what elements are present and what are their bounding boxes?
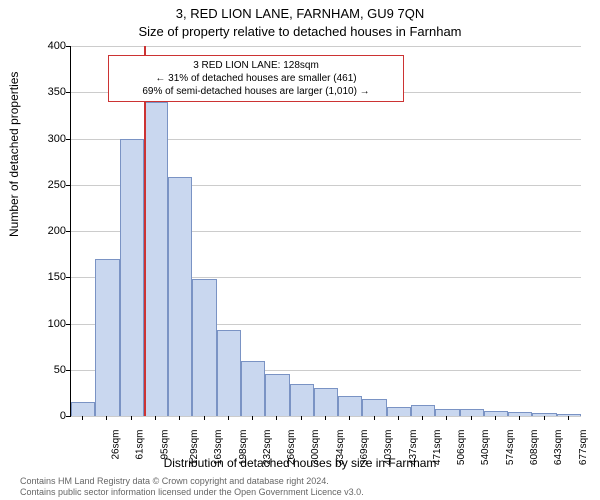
x-tick-label: 540sqm <box>481 430 492 466</box>
x-tick-mark <box>349 416 350 420</box>
x-tick-label: 232sqm <box>262 430 273 466</box>
chart-title-main: 3, RED LION LANE, FARNHAM, GU9 7QN <box>0 6 600 21</box>
y-tick-mark <box>66 324 70 325</box>
y-tick-mark <box>66 92 70 93</box>
histogram-bar <box>508 412 532 416</box>
x-tick-label: 266sqm <box>286 430 297 466</box>
y-axis-label: Number of detached properties <box>7 72 21 237</box>
y-tick-mark <box>66 46 70 47</box>
x-tick-label: 643sqm <box>553 430 564 466</box>
y-tick-mark <box>66 370 70 371</box>
footer: Contains HM Land Registry data © Crown c… <box>20 476 364 498</box>
y-tick-label: 100 <box>26 318 66 330</box>
histogram-bar <box>290 384 314 416</box>
x-tick-mark <box>422 416 423 420</box>
annotation-line-2: ← 31% of detached houses are smaller (46… <box>115 72 397 85</box>
x-tick-mark <box>568 416 569 420</box>
x-tick-label: 300sqm <box>311 430 322 466</box>
gridline <box>71 416 581 417</box>
annotation-line-3: 69% of semi-detached houses are larger (… <box>115 85 397 98</box>
histogram-bar <box>168 177 192 416</box>
x-tick-label: 437sqm <box>408 430 419 466</box>
y-tick-label: 200 <box>26 225 66 237</box>
x-tick-mark <box>495 416 496 420</box>
gridline <box>71 46 581 47</box>
annotation-box: 3 RED LION LANE: 128sqm ← 31% of detache… <box>108 55 404 102</box>
histogram-bar <box>265 374 289 416</box>
y-tick-label: 350 <box>26 86 66 98</box>
x-tick-mark <box>325 416 326 420</box>
histogram-bar <box>144 102 168 417</box>
histogram-bar <box>95 259 119 416</box>
x-tick-label: 677sqm <box>578 430 589 466</box>
x-tick-label: 129sqm <box>189 430 200 466</box>
x-tick-mark <box>471 416 472 420</box>
footer-line-2: Contains public sector information licen… <box>20 487 364 498</box>
x-tick-label: 61sqm <box>135 430 146 460</box>
x-tick-mark <box>252 416 253 420</box>
x-tick-mark <box>131 416 132 420</box>
x-tick-label: 506sqm <box>456 430 467 466</box>
histogram-bar <box>411 405 435 416</box>
x-tick-label: 26sqm <box>111 430 122 460</box>
x-tick-label: 198sqm <box>238 430 249 466</box>
x-tick-mark <box>82 416 83 420</box>
x-tick-label: 403sqm <box>383 430 394 466</box>
histogram-bar <box>387 407 411 416</box>
histogram-bar <box>435 409 459 416</box>
x-tick-mark <box>276 416 277 420</box>
x-tick-mark <box>374 416 375 420</box>
histogram-bar <box>362 399 386 416</box>
chart-container: 3, RED LION LANE, FARNHAM, GU9 7QN Size … <box>0 0 600 500</box>
x-tick-mark <box>155 416 156 420</box>
histogram-bar <box>557 414 581 416</box>
y-tick-mark <box>66 139 70 140</box>
y-tick-mark <box>66 277 70 278</box>
x-tick-label: 471sqm <box>432 430 443 466</box>
x-tick-label: 334sqm <box>335 430 346 466</box>
y-tick-mark <box>66 416 70 417</box>
histogram-bar <box>314 388 338 416</box>
x-tick-label: 95sqm <box>159 430 170 460</box>
x-tick-label: 163sqm <box>213 430 224 466</box>
y-tick-mark <box>66 185 70 186</box>
x-tick-label: 574sqm <box>505 430 516 466</box>
histogram-bar <box>460 409 484 416</box>
annotation-line-1: 3 RED LION LANE: 128sqm <box>115 59 397 72</box>
x-tick-label: 369sqm <box>359 430 370 466</box>
x-tick-label: 608sqm <box>529 430 540 466</box>
x-tick-mark <box>398 416 399 420</box>
x-tick-mark <box>301 416 302 420</box>
histogram-bar <box>192 279 216 416</box>
y-tick-label: 250 <box>26 179 66 191</box>
histogram-bar <box>217 330 241 416</box>
chart-title-sub: Size of property relative to detached ho… <box>0 24 600 39</box>
x-tick-mark <box>446 416 447 420</box>
x-tick-mark <box>204 416 205 420</box>
x-tick-mark <box>106 416 107 420</box>
y-tick-mark <box>66 231 70 232</box>
y-tick-label: 150 <box>26 271 66 283</box>
histogram-bar <box>120 139 144 417</box>
footer-line-1: Contains HM Land Registry data © Crown c… <box>20 476 364 487</box>
x-tick-mark <box>228 416 229 420</box>
x-tick-mark <box>544 416 545 420</box>
y-tick-label: 50 <box>26 364 66 376</box>
y-tick-label: 300 <box>26 133 66 145</box>
y-tick-label: 400 <box>26 40 66 52</box>
histogram-bar <box>338 396 362 416</box>
histogram-bar <box>532 413 556 416</box>
histogram-bar <box>241 361 265 417</box>
histogram-bar <box>71 402 95 416</box>
x-tick-mark <box>519 416 520 420</box>
x-tick-mark <box>179 416 180 420</box>
y-tick-label: 0 <box>26 410 66 422</box>
